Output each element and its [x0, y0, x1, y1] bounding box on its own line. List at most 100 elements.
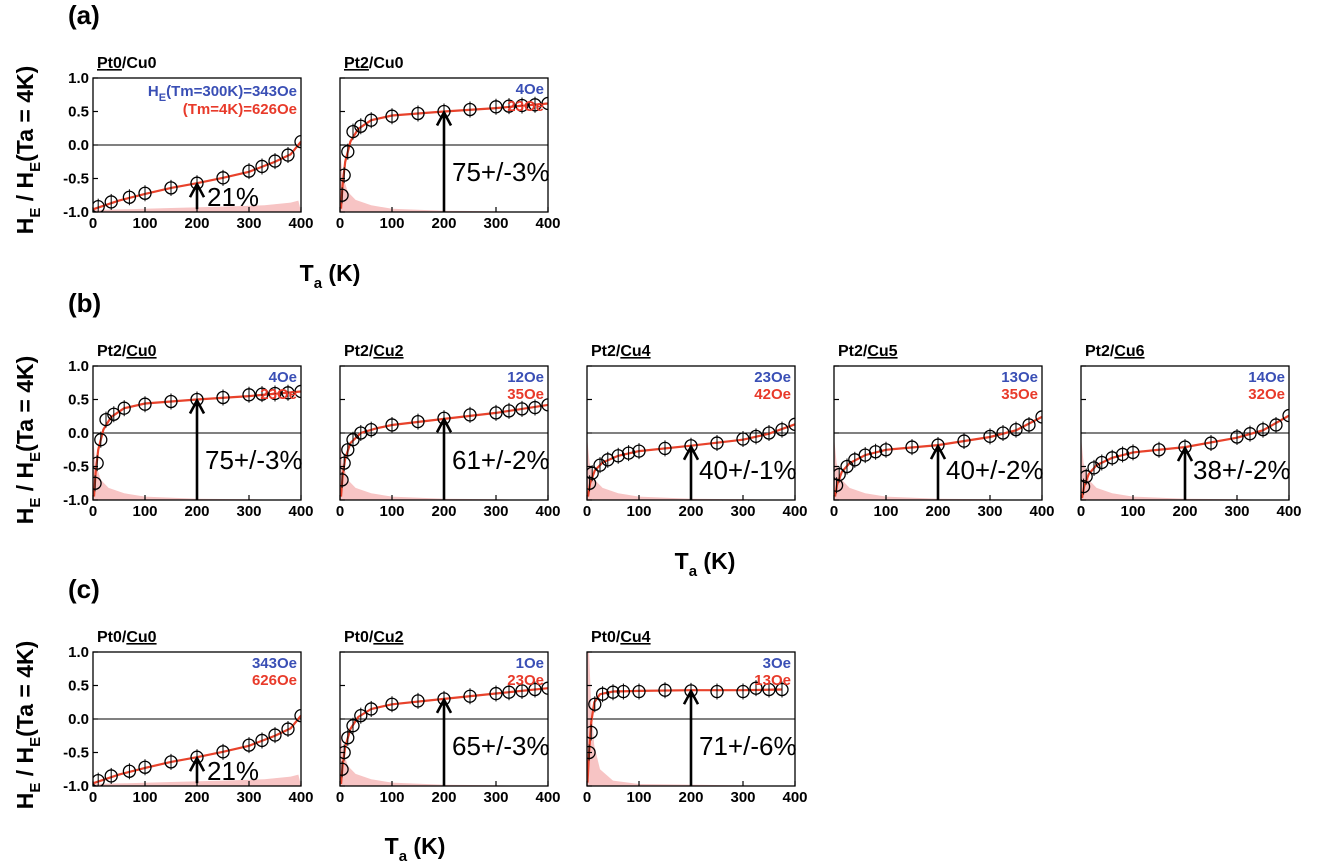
data-point: [606, 685, 620, 699]
note-red: 23Oe: [507, 672, 544, 689]
x-axis-label-part: T: [675, 548, 689, 574]
data-point: [364, 113, 378, 127]
plot-title-rest: /Cu0: [369, 55, 404, 72]
data-point: [1081, 479, 1091, 494]
data-point: [834, 467, 846, 482]
x-tick-label: 300: [730, 503, 755, 520]
shaded-distribution: [93, 436, 301, 500]
x-tick-label: 400: [535, 789, 560, 806]
y-axis-label-part: / H: [12, 747, 38, 783]
y-tick-label: 0.5: [68, 104, 89, 121]
y-tick-label: 0.0: [68, 711, 89, 728]
note-blue: 1Oe: [516, 655, 544, 672]
data-point: [463, 408, 477, 422]
data-point: [281, 386, 295, 400]
data-point: [340, 188, 349, 202]
x-tick-label: 300: [1224, 503, 1249, 520]
x-tick-label: 0: [583, 789, 591, 806]
arrow-head: [188, 181, 206, 198]
data-point: [216, 171, 230, 185]
note-blue: 4Oe: [516, 81, 544, 98]
note-blue: 12Oe: [507, 369, 544, 386]
shaded-distribution: [834, 436, 1042, 500]
note-blue: 14Oe: [1248, 369, 1285, 386]
plot-title: Pt0/Cu0: [97, 55, 157, 72]
data-point: [528, 682, 542, 697]
y-axis-label-sub: E: [27, 452, 44, 462]
x-tick-label: 100: [132, 503, 157, 520]
data-point: [595, 687, 610, 701]
data-point: [281, 722, 295, 736]
y-axis-label-part: (Ta = 4K): [12, 356, 38, 452]
data-point: [1243, 427, 1257, 441]
data-point: [354, 709, 368, 723]
data-point: [164, 394, 178, 409]
data-point: [242, 738, 256, 752]
x-tick-label: 400: [782, 789, 807, 806]
x-tick-label: 200: [925, 503, 950, 520]
y-tick-label: 0.5: [68, 678, 89, 695]
plot-title-rest: Pt2/: [1085, 343, 1115, 360]
x-axis-label-part: (K): [407, 833, 445, 859]
plot-area: [340, 396, 548, 500]
plot-title-underlined: Cu6: [1114, 343, 1144, 360]
shaded-distribution: [340, 148, 548, 212]
data-point: [775, 422, 789, 437]
arrow-head: [188, 397, 206, 415]
data-point: [840, 459, 854, 474]
note-red: 626Oe: [252, 672, 297, 689]
data-point: [868, 445, 883, 459]
data-point: [879, 443, 893, 457]
data-point: [268, 386, 282, 401]
data-point: [1204, 436, 1218, 450]
x-tick-label: 0: [830, 503, 838, 520]
x-tick-label: 0: [89, 789, 97, 806]
data-point: [354, 119, 368, 133]
data-point: [587, 745, 596, 760]
note-part: (Tm=300K)=343Oe: [166, 83, 297, 100]
x-tick-label: 200: [431, 215, 456, 232]
data-point: [1081, 469, 1093, 484]
plot-title-rest: /Cu0: [122, 55, 157, 72]
data-point: [93, 476, 102, 490]
data-point: [216, 745, 230, 759]
y-tick-label: 0.5: [68, 392, 89, 409]
note-red: 42Oe: [754, 386, 791, 403]
x-tick-label: 200: [431, 503, 456, 520]
y-axis-label-part: H: [12, 508, 38, 525]
x-tick-label: 0: [336, 215, 344, 232]
data-point: [957, 434, 971, 448]
data-point: [515, 402, 529, 416]
data-point: [411, 694, 425, 708]
data-point: [122, 764, 137, 778]
plot-title-underlined: Cu5: [867, 343, 897, 360]
x-tick-label: 300: [483, 789, 508, 806]
y-tick-label: 0.0: [68, 425, 89, 442]
plot-area: [340, 95, 548, 212]
data-point: [385, 109, 399, 123]
data-point: [905, 440, 919, 454]
y-axis-label-sub: E: [27, 737, 44, 747]
row-label: (c): [68, 574, 100, 604]
data-point: [93, 456, 104, 470]
x-tick-label: 300: [236, 215, 261, 232]
y-tick-label: -0.5: [63, 171, 89, 188]
data-point: [528, 98, 542, 112]
plot-title-underlined: Cu2: [373, 343, 403, 360]
y-tick-label: 1.0: [68, 358, 89, 375]
percent-label: 71+/-6%: [699, 731, 797, 761]
data-point: [502, 99, 516, 113]
data-point: [411, 414, 425, 429]
data-point: [775, 682, 789, 697]
data-point: [749, 681, 763, 695]
x-tick-label: 0: [583, 503, 591, 520]
note-blue: 343Oe: [252, 655, 297, 672]
plot-area: [1081, 407, 1289, 500]
plot-area: [93, 133, 301, 212]
data-point: [340, 168, 351, 182]
x-axis-label-part: T: [300, 260, 314, 286]
data-point: [996, 426, 1010, 440]
data-point: [411, 106, 425, 121]
